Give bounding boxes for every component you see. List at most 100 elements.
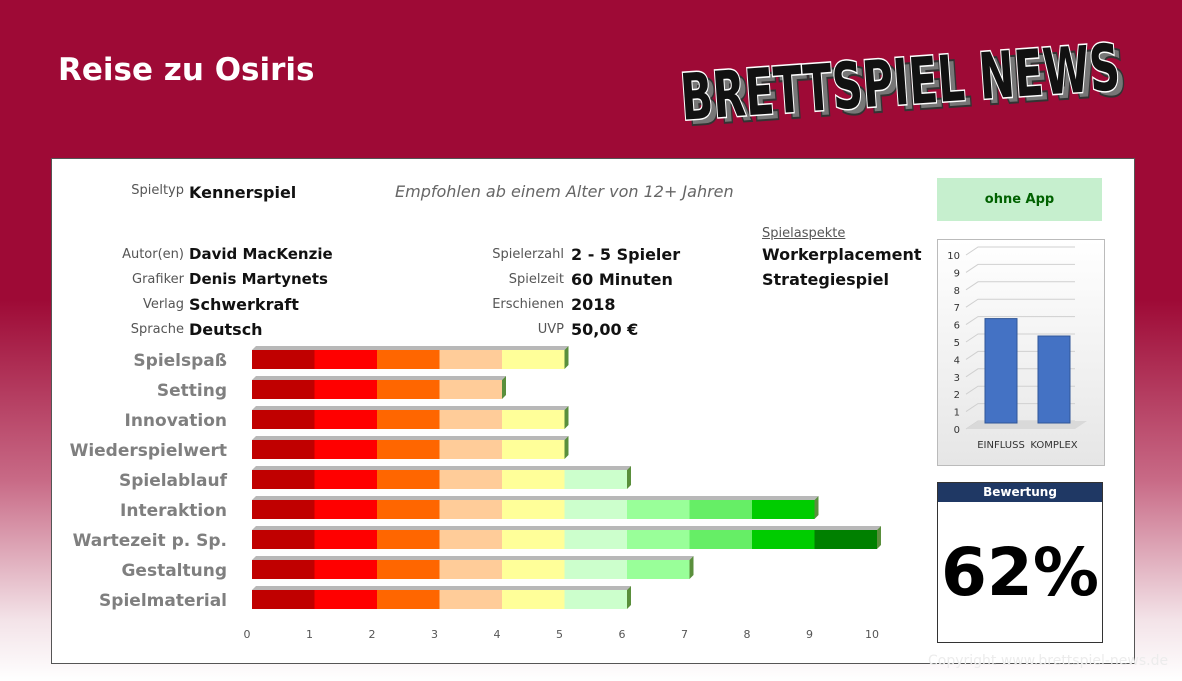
bar-end-face xyxy=(814,496,819,519)
bar-segment xyxy=(314,500,377,519)
uvp-label: UVP xyxy=(537,322,564,337)
bar-top-face xyxy=(252,526,881,530)
bar-end-face xyxy=(564,436,569,459)
bar-segment xyxy=(252,500,315,519)
erschienen-value: 2018 xyxy=(571,295,616,314)
grafiker-value: Denis Martynets xyxy=(189,270,328,288)
bar-segment xyxy=(502,530,565,549)
bar-category-label: Spielablauf xyxy=(119,471,228,491)
x-tick-label: 5 xyxy=(556,628,563,641)
bar-segment xyxy=(252,590,315,609)
mini-chart-svg: 0 1 2 3 4 5 6 7 8 9 10 EINFLUSS KOMPLEX xyxy=(947,246,1087,451)
bar-segment xyxy=(564,590,627,609)
x-tick-label: 1 xyxy=(306,628,313,641)
bar-segment xyxy=(377,590,440,609)
y-tick-label: 6 xyxy=(954,321,960,332)
gridline xyxy=(965,298,1075,308)
bar-segment xyxy=(502,440,565,459)
gridline xyxy=(965,263,1075,273)
bar-segment xyxy=(314,560,377,579)
bar-segment xyxy=(314,350,377,369)
aspekt-item: Workerplacement xyxy=(762,245,922,264)
spieltyp-value: Kennerspiel xyxy=(189,183,297,202)
gridline xyxy=(965,333,1075,343)
gridline xyxy=(965,316,1075,326)
bar-segment xyxy=(689,530,752,549)
y-tick-label: 7 xyxy=(954,303,960,314)
bar-segment xyxy=(439,350,502,369)
spielzeit-value: 60 Minuten xyxy=(571,270,673,289)
y-tick-label: 4 xyxy=(954,355,960,366)
bar-segment xyxy=(502,500,565,519)
x-tick-label: 6 xyxy=(619,628,626,641)
bar-segment xyxy=(314,530,377,549)
bar-segment xyxy=(502,470,565,489)
bar-segment xyxy=(564,470,627,489)
y-tick-label: 9 xyxy=(954,268,960,279)
bar-top-face xyxy=(252,496,819,500)
y-tick-label: 10 xyxy=(947,251,960,262)
bar-segment xyxy=(439,440,502,459)
bar-segment xyxy=(439,560,502,579)
bar-top-face xyxy=(252,466,631,470)
bar-segment xyxy=(252,560,315,579)
gridline xyxy=(965,281,1075,291)
bar-top-face xyxy=(252,406,569,410)
y-tick-label: 5 xyxy=(954,338,960,349)
bar-top-face xyxy=(252,376,506,380)
bar-category-label: Wartezeit p. Sp. xyxy=(73,531,227,551)
bar-category-label: Spielmaterial xyxy=(99,591,227,611)
page-title: Reise zu Osiris xyxy=(58,52,315,88)
bar-end-face xyxy=(627,586,631,609)
bar-segment xyxy=(564,560,627,579)
bar-segment xyxy=(814,530,877,549)
autor-label: Autor(en) xyxy=(122,247,184,262)
bar-category-label: Wiederspielwert xyxy=(70,441,227,461)
bar-segment xyxy=(502,590,565,609)
verlag-value: Schwerkraft xyxy=(189,295,299,314)
erschienen-label: Erschienen xyxy=(492,297,564,312)
bar-segment xyxy=(377,560,440,579)
bar-category-label: Innovation xyxy=(125,411,228,431)
spielerzahl-label: Spielerzahl xyxy=(492,247,564,262)
bar-segment xyxy=(439,470,502,489)
bar-end-face xyxy=(689,556,694,579)
bar-segment xyxy=(752,530,815,549)
sprache-label: Sprache xyxy=(130,322,184,337)
bar-segment xyxy=(502,560,565,579)
rating-bar-chart: Spielspaß Setting Innovation Wiederspielwer… xyxy=(70,346,881,641)
bar-segment xyxy=(439,380,502,399)
mini-bar xyxy=(984,318,1018,424)
bar-segment xyxy=(252,440,315,459)
bar-segment xyxy=(252,530,315,549)
x-tick-label: 4 xyxy=(494,628,501,641)
spielaspekte-heading: Spielaspekte xyxy=(762,226,846,241)
bar-segment xyxy=(314,590,377,609)
bar-end-face xyxy=(627,466,631,489)
sprache-value: Deutsch xyxy=(189,320,263,339)
verlag-label: Verlag xyxy=(142,297,184,312)
bar-segment xyxy=(314,440,377,459)
bar-segment xyxy=(377,380,440,399)
bar-segment xyxy=(752,500,815,519)
bar-segment xyxy=(377,470,440,489)
bar-segment xyxy=(502,350,565,369)
y-tick-label: 2 xyxy=(954,390,960,401)
age-recommendation: Empfohlen ab einem Alter von 12+ Jahren xyxy=(395,182,734,201)
rating-box: Bewertung 62% xyxy=(937,482,1103,643)
bar-segment xyxy=(627,500,690,519)
bar-segment xyxy=(627,560,690,579)
bar-end-face xyxy=(877,526,881,549)
bar-category-label: Gestaltung xyxy=(121,561,227,581)
x-tick-label: 0 xyxy=(244,628,251,641)
brettspiel-news-logo: BRETTSPIEL NEWS BRETTSPIEL NEWS xyxy=(677,30,1130,132)
bar-top-face xyxy=(252,346,569,350)
x-tick-label: 9 xyxy=(806,628,813,641)
x-tick-label: 2 xyxy=(369,628,376,641)
bar-end-face xyxy=(564,406,569,429)
mini-x-label: EINFLUSS xyxy=(977,440,1025,451)
bar-segment xyxy=(689,500,752,519)
bar-category-label: Spielspaß xyxy=(133,351,227,371)
bar-end-face xyxy=(502,376,506,399)
spieltyp-label: Spieltyp xyxy=(131,183,184,198)
